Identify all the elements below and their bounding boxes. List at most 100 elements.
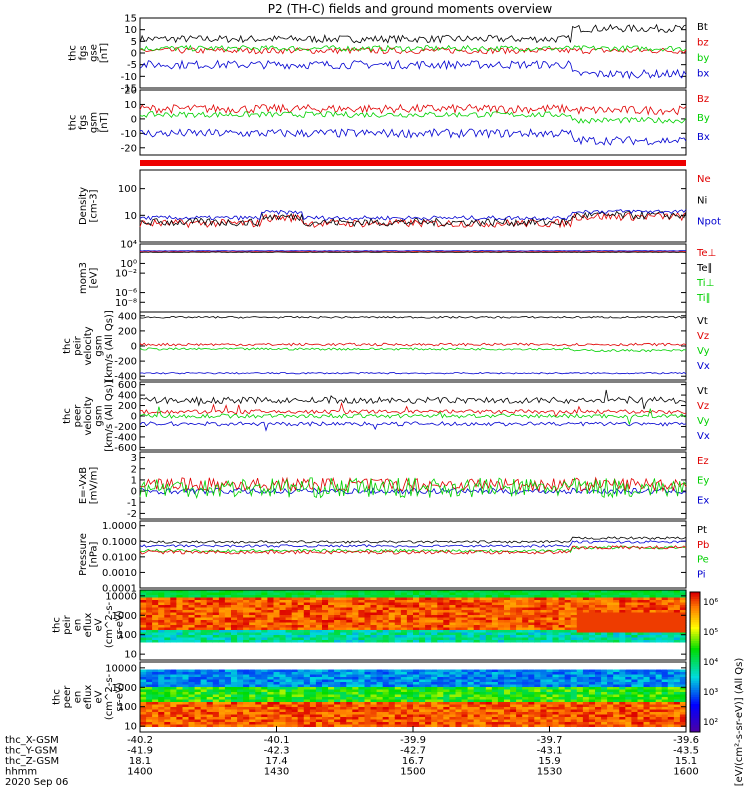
heatmap-cell	[261, 610, 268, 614]
heatmap-cell	[243, 679, 250, 683]
heatmap-cell	[315, 684, 323, 688]
heatmap-cell	[152, 635, 159, 639]
heatmap-cell	[552, 612, 560, 616]
heatmap-cell	[504, 694, 511, 698]
heatmap-cell	[364, 677, 372, 681]
heatmap-cell	[224, 702, 232, 706]
heatmap-cell	[461, 709, 469, 713]
heatmap-cell	[419, 607, 426, 611]
heatmap-cell	[303, 657, 311, 661]
y-tick-label: 10000	[105, 591, 137, 602]
heatmap-cell	[473, 674, 481, 678]
heatmap-cell	[679, 595, 687, 599]
heatmap-cell	[607, 722, 614, 726]
heatmap-cell	[346, 669, 353, 673]
heatmap-cell	[370, 627, 378, 631]
heatmap-cell	[406, 635, 414, 639]
heatmap-cell	[595, 590, 602, 594]
y-label-line: peir	[62, 614, 73, 634]
heatmap-cell	[212, 630, 220, 634]
heatmap-cell	[255, 692, 262, 696]
heatmap-cell	[140, 684, 147, 688]
heatmap-cell	[194, 597, 202, 601]
heatmap-cell	[206, 642, 214, 646]
heatmap-cell	[643, 625, 651, 629]
heatmap-cell	[152, 704, 159, 708]
heatmap-cell	[485, 669, 493, 673]
heatmap-cell	[516, 597, 523, 601]
heatmap-cell	[146, 632, 153, 636]
heatmap-cell	[455, 724, 463, 728]
heatmap-cell	[637, 647, 645, 651]
heatmap-cell	[194, 627, 202, 631]
heatmap-cell	[522, 682, 529, 686]
heatmap-cell	[200, 657, 208, 661]
heatmap-cell	[303, 662, 311, 666]
heatmap-cell	[176, 712, 184, 716]
heatmap-cell	[552, 667, 560, 671]
heatmap-cell	[188, 664, 196, 668]
heatmap-cell	[473, 697, 481, 701]
heatmap-cell	[400, 687, 408, 691]
heatmap-cell	[364, 647, 372, 651]
heatmap-cell	[322, 699, 329, 703]
heatmap-cell	[261, 679, 268, 683]
heatmap-cell	[146, 707, 153, 711]
heatmap-cell	[437, 664, 444, 668]
heatmap-cell	[400, 600, 408, 604]
heatmap-cell	[188, 620, 196, 624]
heatmap-cell	[540, 617, 548, 621]
heatmap-cell	[291, 682, 299, 686]
heatmap-cell	[364, 727, 372, 731]
heatmap-cell	[370, 610, 378, 614]
heatmap-cell	[534, 719, 541, 723]
heatmap-cell	[267, 699, 275, 703]
heatmap-cell	[315, 674, 323, 678]
heatmap-cell	[340, 704, 347, 708]
heatmap-cell	[340, 699, 347, 703]
heatmap-cell	[625, 630, 632, 634]
heatmap-cell	[528, 702, 535, 706]
heatmap-cell	[237, 694, 244, 698]
heatmap-cell	[334, 709, 341, 713]
heatmap-cell	[170, 600, 177, 604]
heatmap-cell	[334, 647, 341, 651]
legend-Bx: Bx	[697, 132, 710, 143]
heatmap-cell	[406, 620, 414, 624]
heatmap-cell	[328, 635, 335, 639]
heatmap-cell	[279, 647, 287, 651]
heatmap-cell	[582, 597, 590, 601]
heatmap-cell	[400, 689, 408, 693]
heatmap-cell	[552, 645, 560, 649]
heatmap-cell	[273, 635, 281, 639]
heatmap-cell	[261, 655, 268, 659]
heatmap-cell	[237, 607, 244, 611]
heatmap-cell	[400, 610, 408, 614]
heatmap-cell	[237, 650, 244, 654]
heatmap-cell	[413, 607, 420, 611]
heatmap-cell	[528, 617, 535, 621]
heatmap-cell	[231, 627, 238, 631]
heatmap-cell	[146, 719, 153, 723]
heatmap-cell	[188, 597, 196, 601]
heatmap-cell	[546, 602, 554, 606]
heatmap-cell	[601, 657, 608, 661]
heatmap-cell	[164, 620, 171, 624]
heatmap-cell	[625, 607, 632, 611]
heatmap-cell	[679, 622, 687, 626]
heatmap-cell	[346, 657, 353, 661]
heatmap-cell	[334, 699, 341, 703]
heatmap-cell	[582, 637, 590, 641]
heatmap-cell	[218, 667, 226, 671]
heatmap-cell	[406, 615, 414, 619]
heatmap-cell	[146, 592, 153, 596]
heatmap-cell	[425, 635, 432, 639]
heatmap-cell	[625, 640, 632, 644]
heatmap-cell	[400, 709, 408, 713]
heatmap-cell	[449, 714, 457, 718]
heatmap-cell	[467, 615, 475, 619]
heatmap-cell	[267, 722, 275, 726]
heatmap-cell	[303, 640, 311, 644]
heatmap-cell	[273, 707, 281, 711]
heatmap-cell	[546, 677, 554, 681]
